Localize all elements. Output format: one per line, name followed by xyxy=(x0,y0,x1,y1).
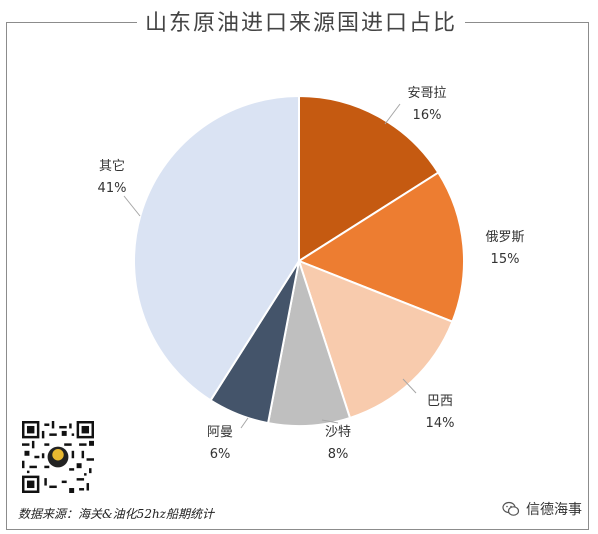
brand-name: 信德海事 xyxy=(526,502,582,518)
pie-slice-6 xyxy=(133,94,300,402)
wechat-icon xyxy=(502,501,520,516)
brand-mark: 信德海事 xyxy=(502,499,582,519)
slice-value-6: 41% xyxy=(98,181,127,196)
slice-label-4: 沙特 xyxy=(325,425,351,440)
data-source: 数据来源：海关&油化52hz船期统计 xyxy=(18,507,215,521)
slice-label-5: 阿曼 xyxy=(207,425,233,440)
leader-line-6 xyxy=(123,195,141,217)
slice-label-2: 俄罗斯 xyxy=(485,230,524,245)
slice-value-2: 15% xyxy=(491,252,520,267)
slice-value-5: 6% xyxy=(210,447,231,462)
qr-code-icon xyxy=(22,421,94,493)
slice-value-1: 16% xyxy=(413,108,442,123)
pie-slice-1 xyxy=(298,94,440,263)
slice-value-3: 14% xyxy=(426,416,455,431)
leader-line-4 xyxy=(321,419,339,424)
title-box: 山东原油进口来源国进口占比 xyxy=(137,8,465,40)
chart-title: 山东原油进口来源国进口占比 xyxy=(144,11,457,36)
leader-line-3 xyxy=(402,378,417,394)
leader-line-1 xyxy=(384,103,401,125)
leader-line-5 xyxy=(240,417,249,429)
slice-label-3: 巴西 xyxy=(427,394,453,409)
slice-value-4: 8% xyxy=(328,447,349,462)
slice-label-1: 安哥拉 xyxy=(407,86,446,101)
slice-label-6: 其它 xyxy=(99,158,125,174)
pie-slice-2 xyxy=(296,171,465,324)
